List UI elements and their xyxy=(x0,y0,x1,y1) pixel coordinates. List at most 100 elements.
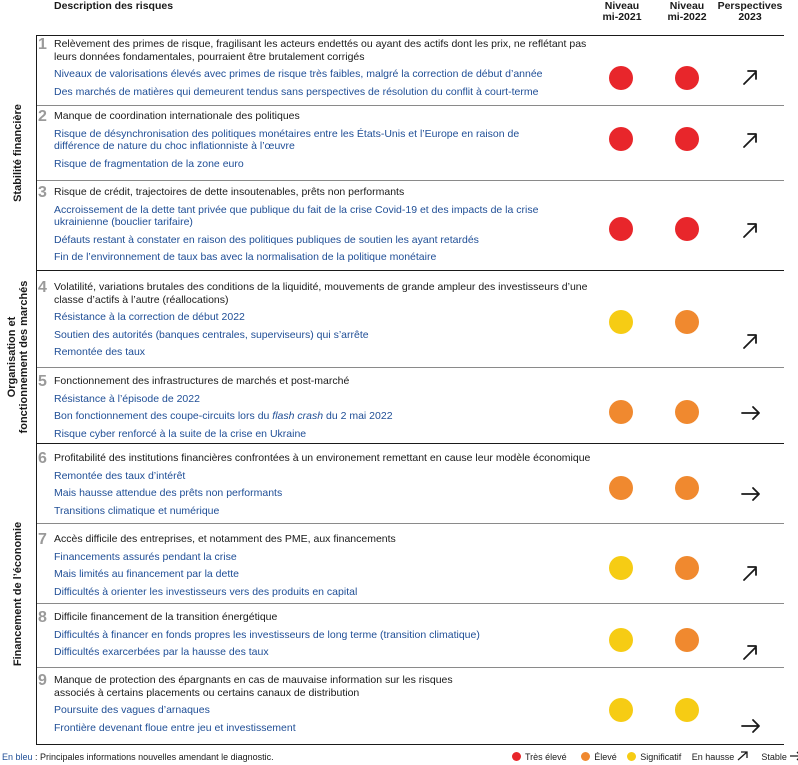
level-2021-dot xyxy=(609,698,633,722)
risk-detail: Difficultés exarcerbées par la hausse de… xyxy=(54,646,269,658)
legend-dot-icon xyxy=(512,752,521,761)
arrow-right-icon xyxy=(741,487,760,501)
risk-number: 2 xyxy=(38,108,47,125)
risk-4: 4 Volatilité, variations brutales des co… xyxy=(38,279,598,359)
level-2022-dot xyxy=(675,628,699,652)
risk-detail: Mais hausse attendue des prêts non perfo… xyxy=(54,487,283,499)
risk-detail: Poursuite des vagues d’arnaques xyxy=(54,704,210,716)
outlook-arrow-icon xyxy=(741,406,760,420)
legend-eleve: Élevé xyxy=(581,752,617,762)
legend-up: En hausse xyxy=(691,751,749,762)
risk-6: 6 Profitabilité des institutions financi… xyxy=(38,450,598,517)
header-level-2021: Niveau mi-2021 xyxy=(597,1,647,23)
legend-label: Stable xyxy=(761,752,787,762)
category-divider xyxy=(36,35,37,744)
risk-title: Fonctionnement des infrastructures de ma… xyxy=(54,375,350,387)
legend-label: En hausse xyxy=(691,752,735,762)
outlook-arrow-icon xyxy=(743,334,757,349)
outlook-arrow-icon xyxy=(743,566,757,581)
legend-tres-eleve: Très élevé xyxy=(512,752,567,762)
risk-title: Relèvement des primes de risque, fragili… xyxy=(54,38,587,63)
level-2021-dot xyxy=(609,400,633,424)
risk-detail: Risque de fragmentation de la zone euro xyxy=(54,157,244,170)
divider xyxy=(36,270,784,271)
arrow-up-right-icon xyxy=(743,334,757,349)
risk-5: 5 Fonctionnement des infrastructures de … xyxy=(38,373,598,440)
risk-detail: Fin de l’environnement de taux bas avec … xyxy=(54,251,437,263)
risk-detail: Remontée des taux xyxy=(54,346,146,358)
outlook-arrow-icon xyxy=(741,487,760,501)
header-level-2022: Niveau mi-2022 xyxy=(662,1,712,23)
level-2022-dot xyxy=(675,66,699,90)
divider xyxy=(36,180,784,181)
category-stabilite-financiere: Stabilité financière xyxy=(0,36,36,270)
arrow-up-right-icon xyxy=(743,70,757,85)
legend-label: Élevé xyxy=(594,752,617,762)
arrow-up-right-icon xyxy=(743,566,757,581)
risk-detail: Résistance à la correction de début 2022 xyxy=(54,311,245,323)
risk-number: 1 xyxy=(38,36,47,53)
category-label-line2: fonctionnement des marchés xyxy=(18,280,30,434)
category-label: Stabilité financière xyxy=(12,104,24,202)
level-2021-dot xyxy=(609,556,633,580)
outlook-arrow-icon xyxy=(743,645,757,660)
risk-2: 2 Manque de coordination internationale … xyxy=(38,108,598,170)
footer-note-text: : Principales informations nouvelles ame… xyxy=(32,752,274,762)
level-2022-dot xyxy=(675,476,699,500)
outlook-arrow-icon xyxy=(743,223,757,238)
risk-detail: Bon fonctionnement des coupe-circuits lo… xyxy=(54,410,393,422)
legend-stable: Stable xyxy=(761,751,798,762)
risk-number: 6 xyxy=(38,450,47,467)
risk-number: 7 xyxy=(38,531,47,548)
divider xyxy=(36,443,784,444)
legend-dot-icon xyxy=(627,752,637,761)
arrow-up-right-icon xyxy=(743,645,757,660)
divider xyxy=(36,105,784,106)
header-outlook-line1: Perspectives xyxy=(717,0,783,12)
outlook-arrow-icon xyxy=(743,70,757,85)
category-organisation-marches: Organisation et fonctionnement des march… xyxy=(0,271,36,443)
risk-number: 5 xyxy=(38,373,47,390)
risk-detail: Mais limités au financement par la dette xyxy=(54,568,240,580)
level-2021-dot xyxy=(609,476,633,500)
category-label: Financement de l’économie xyxy=(12,521,24,667)
header-outlook-2023: Perspectives 2023 xyxy=(717,1,783,23)
risk-detail: Remontée des taux d’intérêt xyxy=(54,469,186,482)
arrow-right-icon xyxy=(790,751,798,761)
arrow-up-right-icon xyxy=(737,751,748,761)
header-level-2021-line1: Niveau xyxy=(604,0,640,12)
arrow-right-icon xyxy=(741,719,760,733)
risk-number: 4 xyxy=(38,279,47,296)
legend: Très élevé Élevé Significatif En hausse … xyxy=(512,751,798,763)
level-2022-dot xyxy=(675,217,699,241)
divider xyxy=(36,523,784,524)
risk-detail: Financements assurés pendant la crise xyxy=(54,550,237,563)
risk-title: Difficile financement de la transition é… xyxy=(54,611,278,623)
risk-title: Volatilité, variations brutales des cond… xyxy=(54,281,588,306)
legend-label: Très élevé xyxy=(525,752,567,762)
risk-3: 3 Risque de crédit, trajectoires de dett… xyxy=(38,184,598,264)
level-2021-dot xyxy=(609,310,633,334)
divider xyxy=(36,603,784,604)
level-2022-dot xyxy=(675,127,699,151)
risk-title: Risque de crédit, trajectoires de dette … xyxy=(54,186,405,198)
risk-detail: Frontière devenant floue entre jeu et in… xyxy=(54,721,296,734)
risk-detail: Difficultés à orienter les investisseurs… xyxy=(54,585,358,598)
outlook-arrow-icon xyxy=(741,719,760,733)
header-description: Description des risques xyxy=(54,0,174,12)
risk-detail: Défauts restant à constater en raison de… xyxy=(54,233,479,246)
level-2022-dot xyxy=(675,400,699,424)
risk-title: Manque de coordination internationale de… xyxy=(54,110,300,122)
header-outlook-line2: 2023 xyxy=(738,11,762,23)
level-2022-dot xyxy=(675,556,699,580)
risk-detail: Risque de désynchronisation des politiqu… xyxy=(54,127,520,153)
risk-detail: Difficultés à financer en fonds propres … xyxy=(54,628,480,641)
divider xyxy=(36,744,784,745)
outlook-arrow-icon xyxy=(743,133,757,148)
risk-number: 9 xyxy=(38,672,47,689)
category-financement-economie: Financement de l’économie xyxy=(0,444,36,744)
level-2021-dot xyxy=(609,127,633,151)
category-label: Organisation et fonctionnement des march… xyxy=(6,281,30,434)
risk-7: 7 Accès difficile des entreprises, et no… xyxy=(38,531,598,598)
risk-detail: Résistance à l’épisode de 2022 xyxy=(54,392,200,405)
